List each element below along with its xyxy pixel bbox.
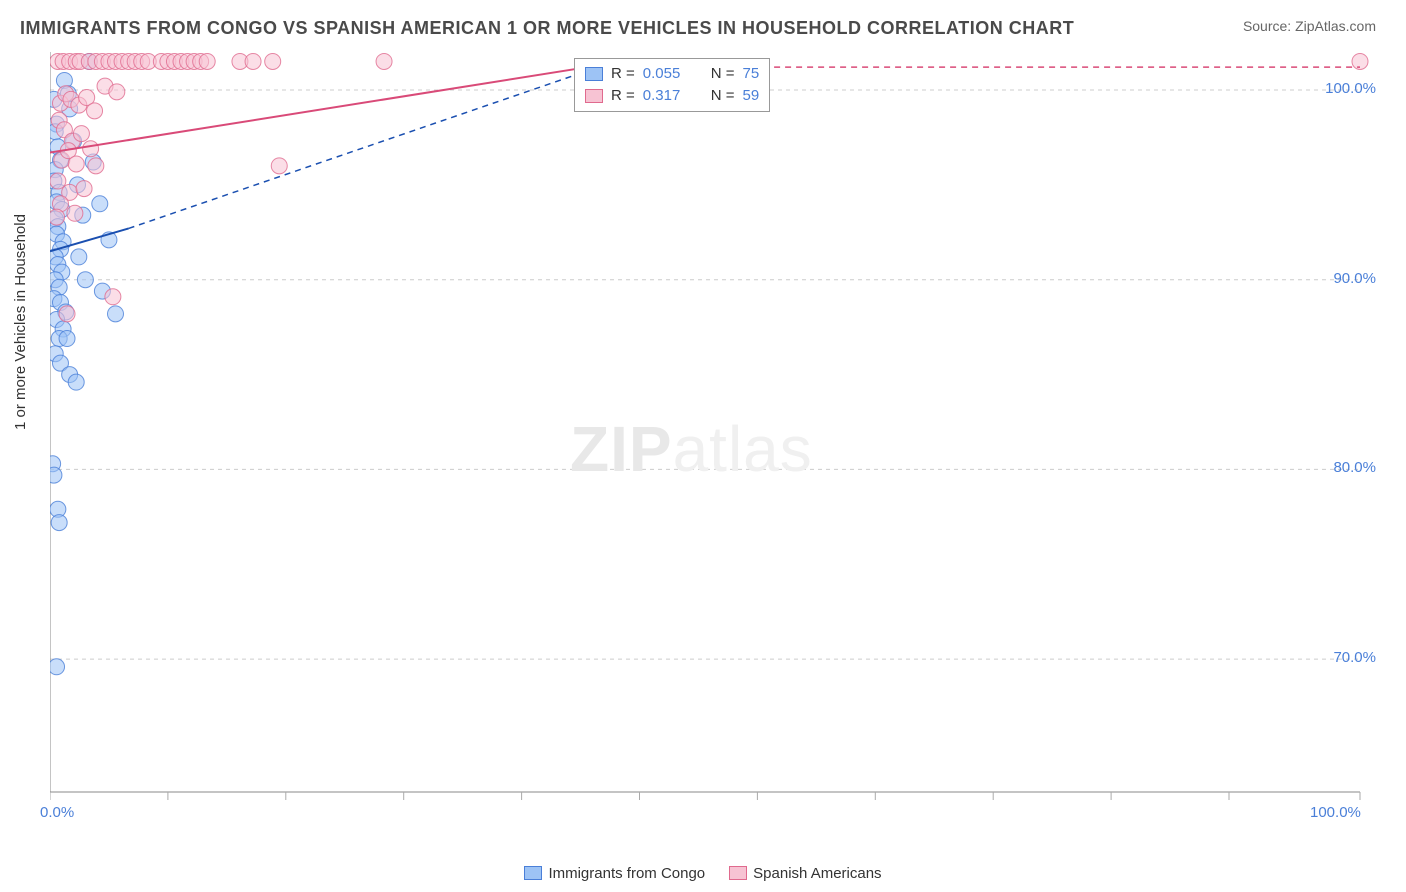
watermark-atlas: atlas [673,413,813,485]
legend-swatch [585,67,603,81]
legend-label: Immigrants from Congo [548,865,705,882]
n-label: N = [711,85,735,107]
r-value: 0.055 [643,63,693,85]
legend-row: R = 0.317 N = 59 [585,85,759,107]
x-tick-label: 100.0% [1310,804,1361,821]
legend-item: Spanish Americans [729,865,881,882]
correlation-legend: R = 0.055 N = 75 R = 0.317 N = 59 [574,58,770,112]
n-value: 59 [743,85,760,107]
y-axis-label: 1 or more Vehicles in Household [12,214,29,430]
y-tick-label: 70.0% [1316,649,1376,666]
x-tick-label: 0.0% [40,804,74,821]
legend-item: Immigrants from Congo [524,865,705,882]
legend-swatch [524,866,542,880]
y-tick-label: 100.0% [1316,80,1376,97]
y-tick-label: 80.0% [1316,459,1376,476]
watermark-zip: ZIP [570,413,673,485]
legend-swatch [585,89,603,103]
watermark: ZIPatlas [570,412,813,486]
r-value: 0.317 [643,85,693,107]
legend-swatch [729,866,747,880]
r-label: R = [611,85,635,107]
n-value: 75 [743,63,760,85]
series-legend: Immigrants from Congo Spanish Americans [0,865,1406,885]
r-label: R = [611,63,635,85]
legend-label: Spanish Americans [753,865,881,882]
source-label: Source: ZipAtlas.com [1243,18,1376,34]
chart-area: ZIPatlas R = 0.055 N = 75 R = 0.317 N = 59 [50,52,1370,812]
legend-row: R = 0.055 N = 75 [585,63,759,85]
n-label: N = [711,63,735,85]
y-tick-label: 90.0% [1316,270,1376,287]
chart-title: IMMIGRANTS FROM CONGO VS SPANISH AMERICA… [20,18,1074,39]
